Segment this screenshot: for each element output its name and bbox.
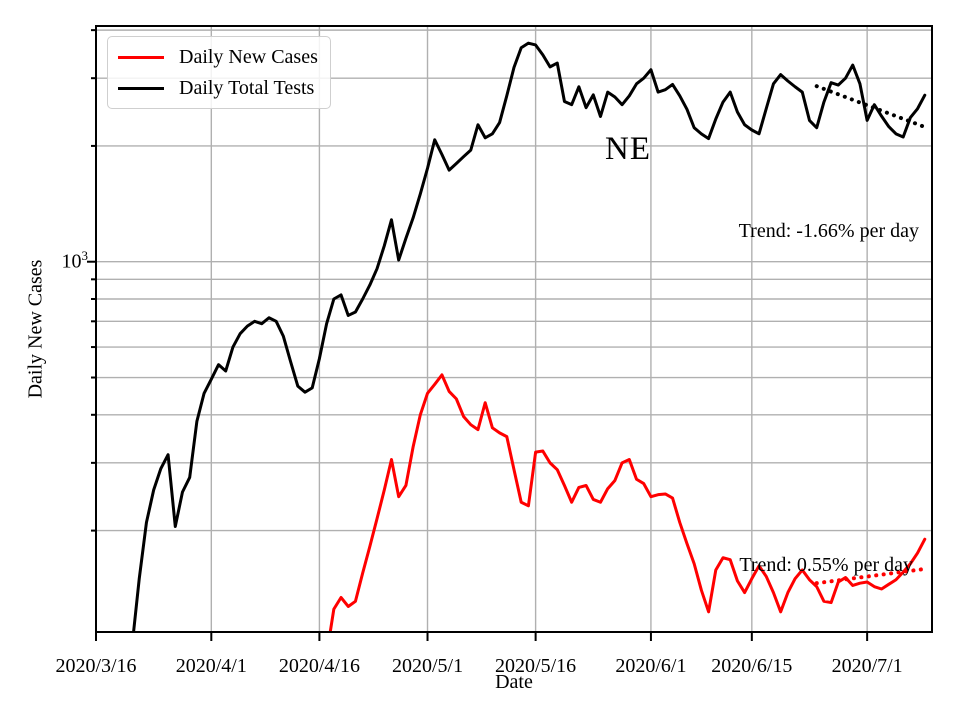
state-annotation: NE <box>605 131 651 167</box>
tick-marks <box>87 29 869 641</box>
plot-border <box>95 25 933 633</box>
x-tick-label: 2020/3/16 <box>55 655 137 677</box>
black-line-swatch <box>118 86 164 90</box>
x-tick-label: 2020/5/16 <box>495 655 577 677</box>
trend-line-daily-total-tests <box>814 84 927 129</box>
legend-label: Daily Total Tests <box>179 77 315 99</box>
trend-line-daily-new-cases <box>814 566 927 586</box>
trend-label-total-tests: Trend: -1.66% per day <box>738 220 919 242</box>
grid <box>95 26 932 632</box>
x-tick-label: 2020/4/1 <box>175 655 247 677</box>
red-line-swatch <box>118 55 164 59</box>
y-tick-label: 103 <box>61 248 89 273</box>
x-tick-label: 2020/5/1 <box>391 655 464 677</box>
legend-item-daily-new-cases: Daily New Cases <box>116 44 322 70</box>
trend-label-new-cases: Trend: 0.55% per day <box>739 554 913 576</box>
x-tick-label: 2020/7/1 <box>831 655 903 677</box>
x-tick-label: 2020/4/16 <box>278 655 360 677</box>
x-tick-label: 2020/6/15 <box>711 655 793 677</box>
series-daily-new-cases <box>328 373 927 632</box>
y-axis-label: Daily New Cases <box>24 259 47 399</box>
x-tick-label: 2020/6/1 <box>615 655 687 677</box>
legend-label: Daily New Cases <box>179 46 318 68</box>
series-daily-total-tests <box>132 41 927 632</box>
x-axis-label: Date <box>495 671 533 693</box>
legend: Daily New Cases Daily Total Tests <box>107 36 331 109</box>
legend-item-daily-total-tests: Daily Total Tests <box>116 75 322 101</box>
